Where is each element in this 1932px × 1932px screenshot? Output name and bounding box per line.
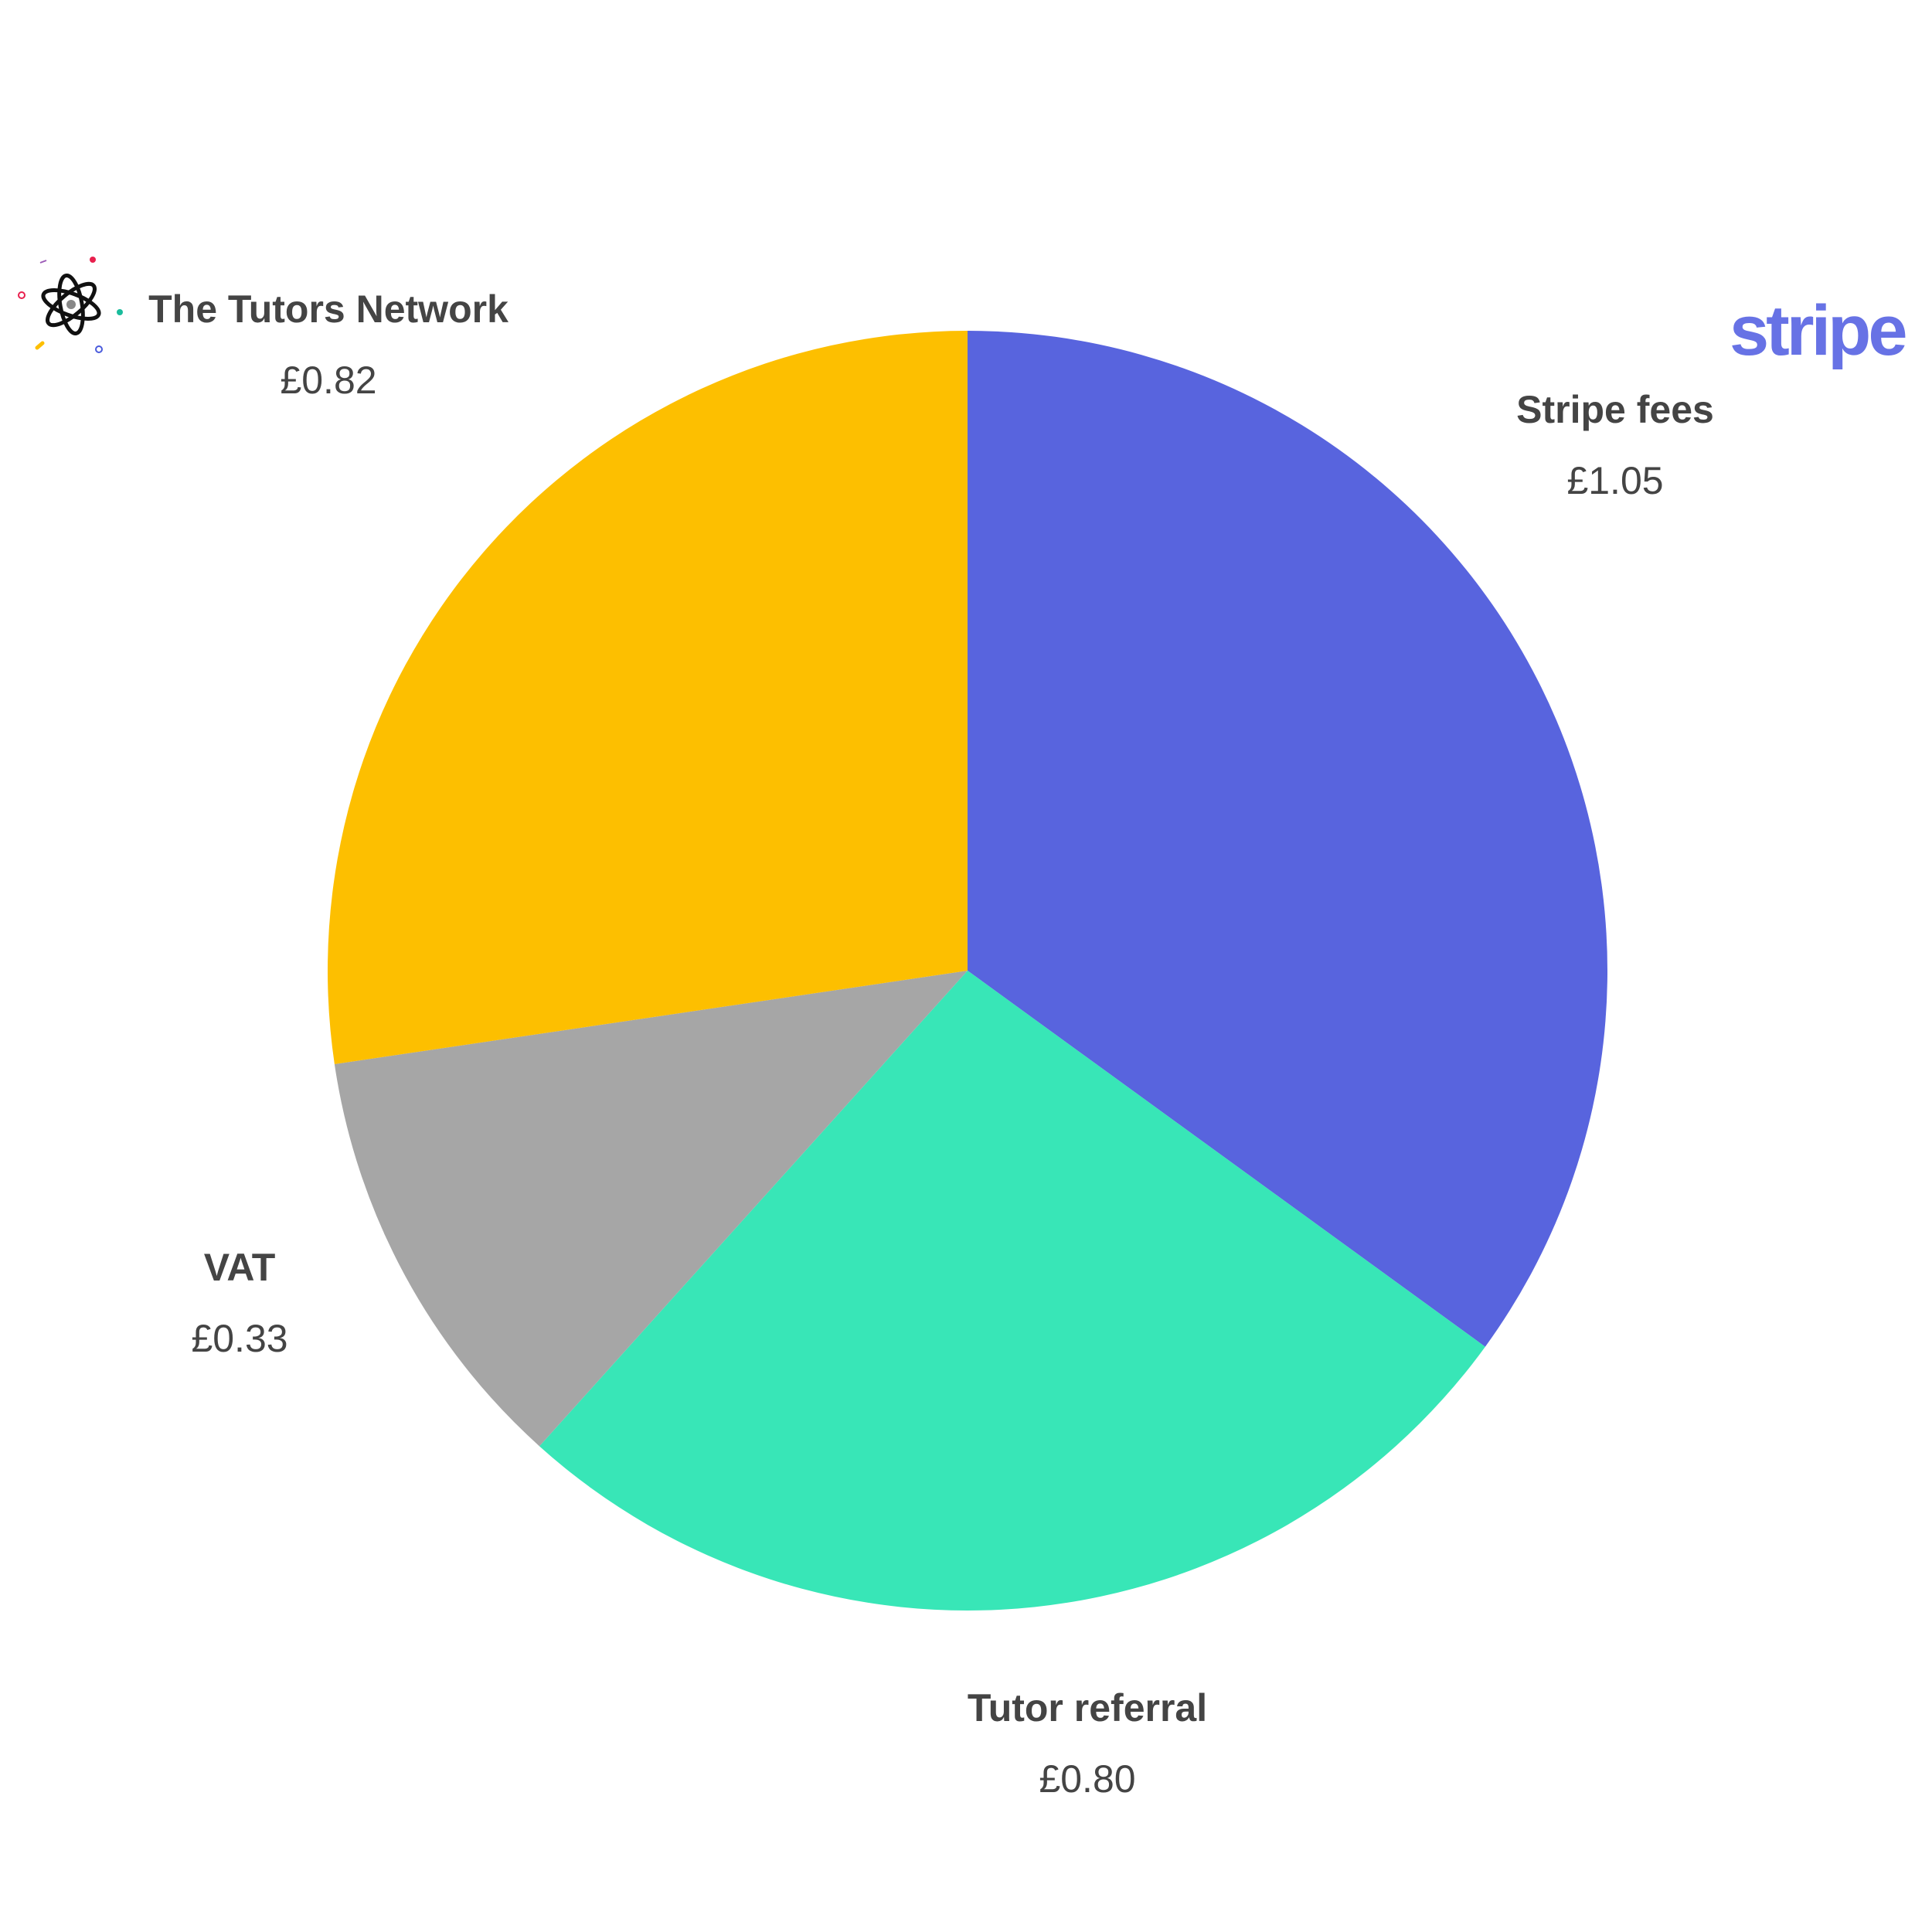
slice-value: £1.05 xyxy=(1566,459,1664,502)
slice-name: The Tutors Network xyxy=(148,287,509,331)
slice-label-tutors-network: The Tutors Network £0.82 xyxy=(143,286,514,403)
slice-label-vat: VAT £0.33 xyxy=(85,1244,394,1362)
slice-label-stripe-fees: Stripe fees £1.05 xyxy=(1461,386,1770,504)
atom-logo-icon xyxy=(18,257,123,353)
stripe-logo: stripe xyxy=(1730,291,1908,370)
pie-slice-stripe-fees xyxy=(968,331,1608,1347)
slice-name: Tutor referral xyxy=(967,1686,1208,1730)
pie-slice-the-tutors-network xyxy=(327,331,968,1064)
slice-value: £0.80 xyxy=(1039,1757,1136,1801)
slice-value: £0.33 xyxy=(191,1317,288,1360)
slice-name: VAT xyxy=(203,1246,276,1289)
slice-value: £0.82 xyxy=(280,359,377,402)
pie-slice-tutor-referral xyxy=(539,971,1485,1611)
pie-slice-vat xyxy=(334,971,968,1447)
slice-label-tutor-referral: Tutor referral £0.80 xyxy=(933,1685,1242,1802)
slice-name: Stripe fees xyxy=(1516,388,1714,431)
